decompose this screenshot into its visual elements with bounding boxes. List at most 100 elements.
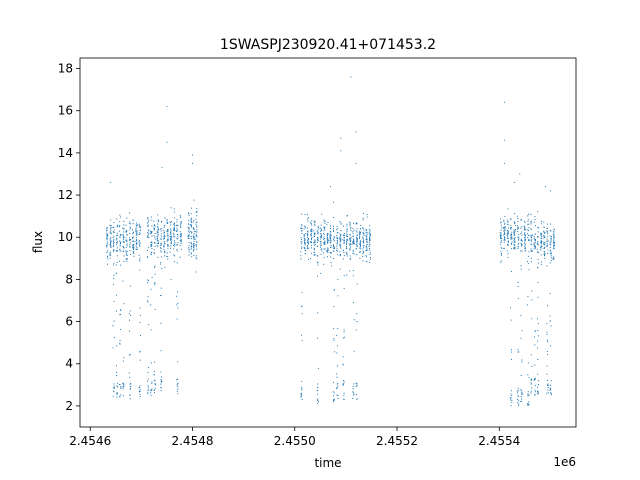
data-point xyxy=(550,223,552,225)
data-point xyxy=(135,230,137,232)
data-point xyxy=(342,239,344,241)
data-point xyxy=(110,219,112,221)
data-point xyxy=(119,395,121,397)
data-point xyxy=(510,228,512,230)
data-point xyxy=(109,254,111,256)
data-point xyxy=(362,219,364,221)
data-point xyxy=(147,380,149,382)
data-point xyxy=(544,252,546,254)
data-point xyxy=(366,216,368,218)
data-point xyxy=(320,272,322,274)
data-point xyxy=(342,250,344,252)
data-point xyxy=(307,242,309,244)
data-point xyxy=(188,249,190,251)
data-point xyxy=(115,272,117,274)
data-point xyxy=(138,259,140,261)
data-point xyxy=(534,394,536,396)
data-point xyxy=(148,246,150,248)
data-point xyxy=(132,251,134,253)
data-point xyxy=(176,295,178,297)
data-point xyxy=(527,403,529,405)
data-point xyxy=(119,214,121,216)
data-point xyxy=(160,238,162,240)
data-point xyxy=(317,237,319,239)
data-point xyxy=(151,389,153,391)
data-point xyxy=(191,154,193,156)
data-point xyxy=(531,234,533,236)
data-point xyxy=(362,236,364,238)
data-point xyxy=(150,244,152,246)
data-point xyxy=(320,235,322,237)
data-point xyxy=(543,247,545,249)
data-point xyxy=(192,250,194,252)
data-point xyxy=(323,252,325,254)
data-point xyxy=(511,231,513,233)
data-point xyxy=(342,383,344,385)
data-point xyxy=(139,393,141,395)
data-point xyxy=(507,245,509,247)
data-point xyxy=(514,245,516,247)
data-point xyxy=(349,259,351,261)
data-point xyxy=(192,244,194,246)
data-point xyxy=(167,246,169,248)
data-point xyxy=(119,245,121,247)
data-point xyxy=(343,275,345,277)
data-point xyxy=(173,229,175,231)
data-point xyxy=(106,236,108,238)
data-point xyxy=(163,244,165,246)
data-point xyxy=(527,262,529,264)
data-point xyxy=(135,222,137,224)
data-point xyxy=(172,228,174,230)
x-axis-label: time xyxy=(314,456,341,470)
data-point xyxy=(346,232,348,234)
data-point xyxy=(534,239,536,241)
data-point xyxy=(549,243,551,245)
data-point xyxy=(313,241,315,243)
data-point xyxy=(336,242,338,244)
data-point xyxy=(313,221,315,223)
data-point xyxy=(369,241,371,243)
data-point xyxy=(500,237,502,239)
x-tick-label: 2.4552 xyxy=(376,434,418,448)
y-tick-label: 12 xyxy=(58,188,73,202)
data-point xyxy=(314,235,316,237)
data-point xyxy=(138,254,140,256)
data-point xyxy=(342,234,344,236)
data-point xyxy=(504,233,506,235)
data-point xyxy=(136,232,138,234)
data-point xyxy=(366,232,368,234)
data-point xyxy=(156,231,158,233)
data-point xyxy=(301,395,303,397)
data-point xyxy=(306,244,308,246)
data-point xyxy=(360,228,361,230)
data-point xyxy=(160,287,162,289)
data-point xyxy=(180,226,182,228)
data-point xyxy=(130,239,132,241)
data-point xyxy=(528,239,530,241)
data-point xyxy=(534,225,536,227)
data-point xyxy=(343,383,345,385)
data-point xyxy=(527,404,529,406)
data-point xyxy=(359,257,361,259)
data-point xyxy=(359,233,361,235)
data-point xyxy=(301,388,303,390)
data-point xyxy=(196,235,198,237)
data-point xyxy=(349,237,351,239)
data-point xyxy=(109,238,111,240)
data-point xyxy=(352,231,354,233)
data-point xyxy=(336,352,338,354)
data-point xyxy=(524,240,526,242)
data-point xyxy=(550,391,552,393)
data-point xyxy=(530,239,532,241)
data-point xyxy=(188,220,190,222)
data-point xyxy=(126,239,128,241)
data-point xyxy=(173,223,175,225)
data-point xyxy=(544,257,546,259)
data-point xyxy=(160,248,162,250)
data-point xyxy=(540,240,542,242)
data-point xyxy=(163,226,165,228)
data-point xyxy=(306,234,308,236)
data-point xyxy=(173,208,175,210)
data-point xyxy=(503,229,505,231)
data-point xyxy=(107,235,109,237)
